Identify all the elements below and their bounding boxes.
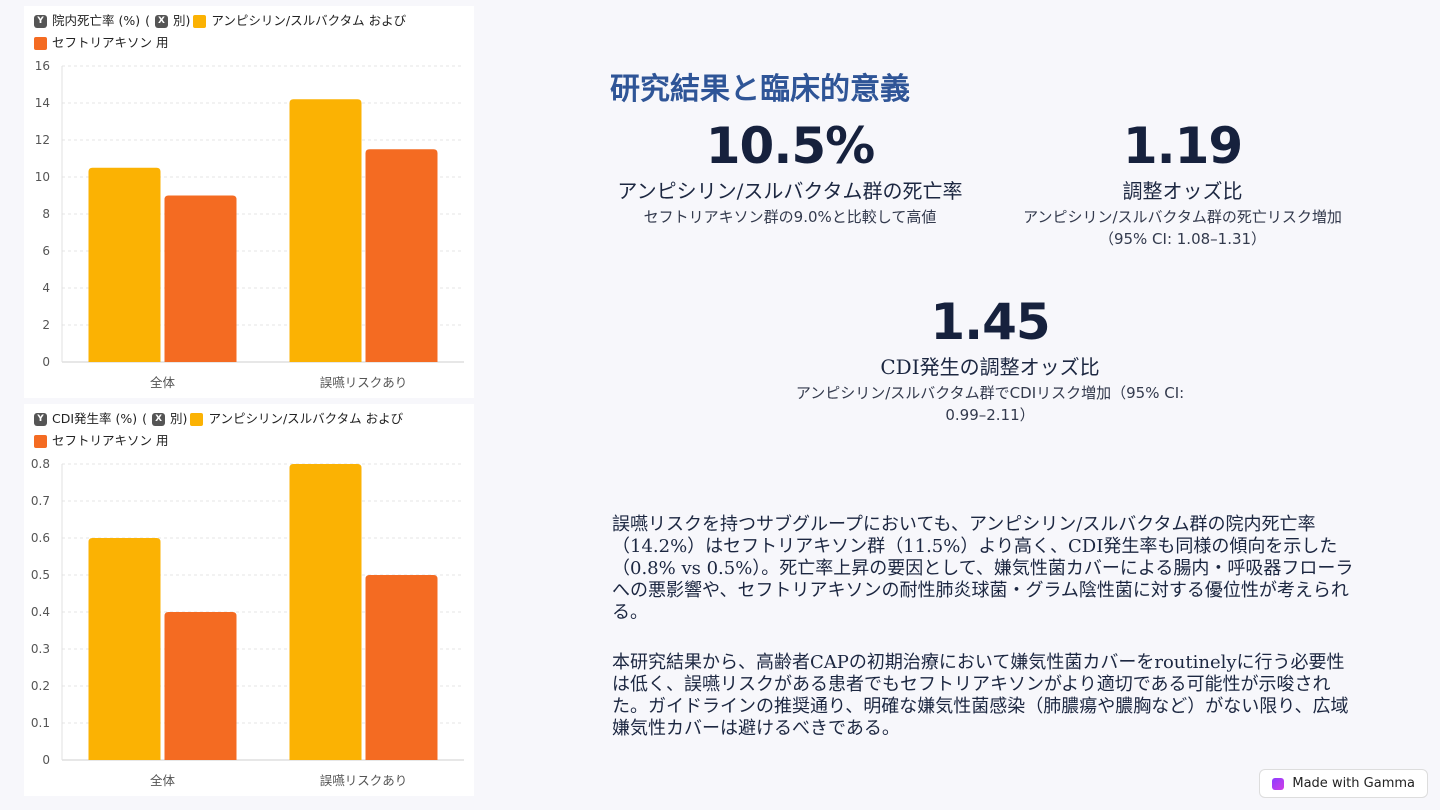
- bar-series2-0[interactable]: [164, 195, 237, 363]
- y-tick-label: 6: [42, 244, 50, 258]
- x-axis-tag: X: [155, 14, 168, 28]
- y-tick-label: 0: [42, 355, 50, 369]
- stat-value: 10.5%: [705, 117, 875, 175]
- cdi-odds-ratio-stat: 1.45 CDI発生の調整オッズ比 アンピシリン/スルバクタム群でCDIリスク増…: [790, 292, 1190, 426]
- conclusion-paragraph: 本研究結果から、高齢者CAPの初期治療において嫌気性菌カバーをroutinely…: [612, 652, 1349, 739]
- legend-paren: (: [145, 13, 150, 28]
- chart-legend: Y 院内死亡率 (%) ( X 別) アンピシリン/スルバクタム および セフト…: [34, 10, 464, 54]
- y-axis-tag: Y: [34, 14, 47, 28]
- page-title: 研究結果と臨床的意義: [610, 72, 910, 107]
- x-axis-legend-label: 別): [170, 411, 188, 426]
- y-tick-label: 0.7: [31, 494, 50, 508]
- y-tick-label: 14: [35, 96, 50, 110]
- legend-paren: (: [142, 411, 148, 426]
- y-tick-label: 16: [35, 59, 50, 73]
- bar-series1-1[interactable]: [289, 464, 362, 760]
- x-tick-label: 全体: [150, 773, 176, 788]
- mortality-bar-chart: 0 2 4 6 8 10 12 14 16 全体 誤嚥リスクあり: [35, 59, 464, 390]
- y-tick-label: 0.6: [31, 531, 50, 545]
- series2-legend-label[interactable]: セフトリアキソン 用: [52, 433, 169, 448]
- results-panel: 研究結果と臨床的意義 10.5% アンピシリン/スルバクタム群の死亡率 セフトリ…: [590, 0, 1390, 810]
- x-axis-tag: X: [152, 412, 166, 426]
- bar-series1-0[interactable]: [88, 538, 161, 760]
- discussion-paragraph: 誤嚥リスクを持つサブグループにおいても、アンピシリン/スルバクタム群の院内死亡率…: [612, 514, 1354, 623]
- stat-label: 調整オッズ比: [1122, 179, 1243, 203]
- x-tick-label: 全体: [150, 375, 176, 390]
- bar-series1-1[interactable]: [289, 99, 362, 363]
- chart-legend: Y CDI発生率 (%) ( X 別) アンピシリン/スルバクタム および セフ…: [34, 408, 464, 452]
- series1-swatch[interactable]: [193, 14, 207, 28]
- y-tick-label: 2: [42, 318, 50, 332]
- y-axis-legend-label: CDI発生率 (%): [52, 411, 138, 426]
- badge-label: Made with Gamma: [1292, 776, 1415, 791]
- stat-value: 1.19: [1122, 117, 1243, 175]
- cdi-bar-chart: 0 0.1 0.2 0.3 0.4 0.5 0.6 0.7 0.8 全体 誤嚥リスクあり: [31, 457, 464, 788]
- stat-description: セフトリアキソン群の9.0%と比較して高値: [643, 208, 937, 226]
- y-axis-tag: Y: [34, 412, 47, 426]
- bar-series1-0[interactable]: [88, 167, 161, 362]
- y-tick-label: 4: [42, 281, 50, 295]
- series1-swatch[interactable]: [190, 412, 204, 426]
- odds-ratio-stat: 1.19 調整オッズ比 アンピシリン/スルバクタム群の死亡リスク増加（95% C…: [1000, 116, 1365, 250]
- stat-value: 1.45: [930, 293, 1050, 351]
- stat-description: アンピシリン/スルバクタム群でCDIリスク増加（95% CI: 0.99–2.1…: [795, 384, 1185, 424]
- y-tick-label: 0.4: [31, 605, 50, 619]
- y-tick-label: 0.1: [31, 716, 50, 730]
- y-tick-label: 0.8: [31, 457, 50, 471]
- bar-series2-1[interactable]: [365, 575, 438, 760]
- stat-label: CDI発生の調整オッズ比: [880, 355, 1100, 379]
- bar-series2-1[interactable]: [365, 149, 438, 362]
- mortality-stat: 10.5% アンピシリン/スルバクタム群の死亡率 セフトリアキソン群の9.0%と…: [590, 116, 990, 228]
- y-tick-label: 0.2: [31, 679, 50, 693]
- y-tick-label: 10: [35, 170, 50, 184]
- series2-swatch[interactable]: [34, 36, 47, 50]
- series1-legend-label[interactable]: アンピシリン/スルバクタム および: [211, 13, 407, 28]
- stat-label: アンピシリン/スルバクタム群の死亡率: [617, 179, 963, 203]
- y-tick-label: 0.5: [31, 568, 50, 582]
- series2-swatch[interactable]: [34, 434, 47, 448]
- mortality-chart-card: Y 院内死亡率 (%) ( X 別) アンピシリン/スルバクタム および セフト…: [24, 6, 474, 398]
- bar-series2-0[interactable]: [164, 612, 237, 760]
- y-tick-label: 12: [35, 133, 50, 147]
- y-tick-label: 0: [42, 753, 50, 767]
- stat-description: アンピシリン/スルバクタム群の死亡リスク増加（95% CI: 1.08–1.31…: [1023, 208, 1342, 248]
- x-axis-legend-label: 別): [173, 13, 191, 28]
- made-with-gamma-badge[interactable]: Made with Gamma: [1259, 769, 1428, 798]
- gamma-logo-icon: [1272, 777, 1285, 790]
- x-tick-label: 誤嚥リスクあり: [320, 773, 408, 788]
- y-axis-legend-label: 院内死亡率 (%): [52, 13, 141, 28]
- series2-legend-label[interactable]: セフトリアキソン 用: [52, 35, 169, 50]
- cdi-chart-card: Y CDI発生率 (%) ( X 別) アンピシリン/スルバクタム および セフ…: [24, 404, 474, 796]
- y-tick-label: 0.3: [31, 642, 50, 656]
- x-tick-label: 誤嚥リスクあり: [320, 375, 408, 390]
- series1-legend-label[interactable]: アンピシリン/スルバクタム および: [208, 411, 404, 426]
- y-tick-label: 8: [42, 207, 50, 221]
